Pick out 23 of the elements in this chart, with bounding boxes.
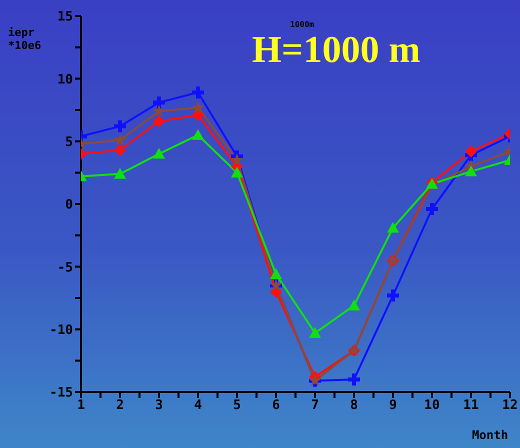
- x-tick-label: 8: [350, 398, 358, 414]
- x-tick-label: 6: [272, 398, 280, 414]
- y-tick-label: -10: [50, 322, 74, 338]
- x-tick-label: 10: [424, 398, 440, 414]
- x-tick-label: 4: [194, 398, 202, 414]
- y-tick-label: 15: [57, 10, 73, 25]
- x-tick-label: 1: [77, 398, 86, 414]
- x-tick-label: 5: [233, 398, 241, 414]
- y-tick-label: -15: [50, 386, 73, 401]
- y-tick-label: 10: [57, 72, 74, 88]
- x-tick-label: 3: [155, 398, 163, 414]
- x-tick-label: 11: [463, 398, 479, 414]
- y-tick-label: -5: [57, 260, 73, 276]
- y-tick-label: 5: [65, 134, 73, 150]
- x-axis-title: Month: [472, 428, 508, 442]
- annotation: 1000m: [290, 20, 314, 29]
- x-tick-label: 2: [116, 398, 124, 414]
- y-axis-title: iepr *10e6: [8, 26, 42, 52]
- chart-title: H=1000 m: [252, 28, 420, 72]
- x-tick-label: 7: [311, 398, 319, 414]
- x-tick-label: 9: [389, 398, 397, 414]
- x-tick-label: 12: [502, 398, 518, 414]
- y-tick-label: 0: [65, 198, 74, 213]
